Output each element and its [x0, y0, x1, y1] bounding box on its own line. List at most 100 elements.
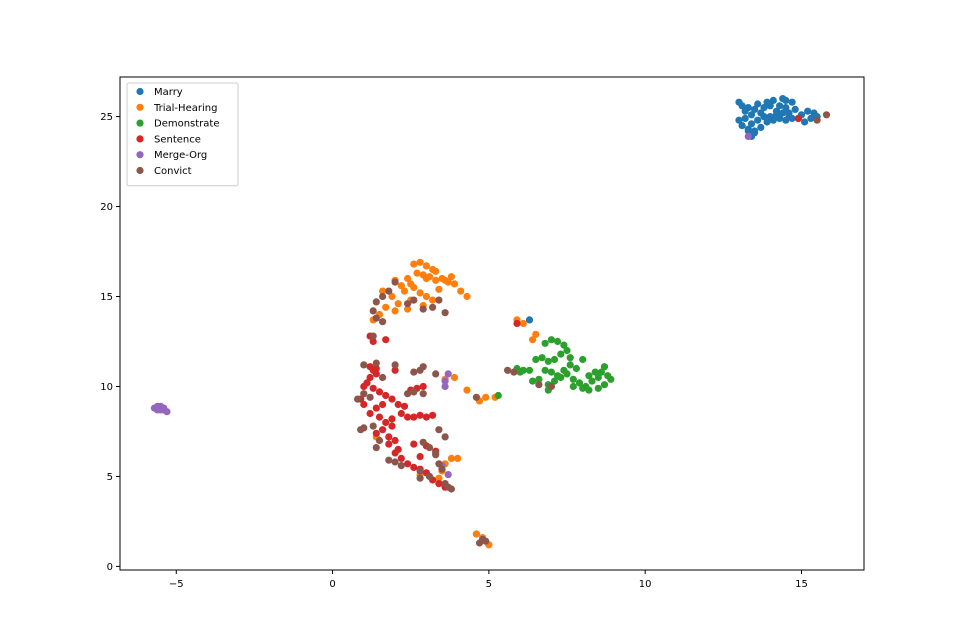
data-point: [435, 474, 443, 482]
data-point: [379, 400, 387, 409]
data-point: [422, 292, 430, 301]
data-point: [547, 382, 556, 391]
data-point: [382, 303, 390, 311]
data-point: [450, 280, 459, 288]
data-point: [416, 411, 424, 419]
data-point: [429, 296, 437, 304]
data-point: [394, 445, 402, 453]
data-point: [741, 114, 749, 122]
data-point: [566, 361, 574, 369]
data-point: [769, 96, 777, 104]
data-point: [419, 363, 427, 371]
legend-box: [126, 82, 239, 187]
data-point: [744, 132, 752, 140]
data-point: [782, 104, 790, 112]
data-point: [547, 368, 556, 376]
data-point: [429, 303, 437, 311]
series-demonstrate: [494, 336, 615, 400]
data-point: [776, 102, 784, 110]
data-point: [769, 116, 777, 124]
data-point: [419, 390, 427, 398]
data-point: [382, 336, 390, 344]
data-point: [585, 386, 593, 394]
data-point: [410, 368, 418, 376]
data-point: [404, 274, 412, 283]
data-point: [379, 426, 387, 434]
y-tick-label: 15: [100, 292, 113, 303]
data-point: [441, 433, 449, 441]
data-point: [375, 436, 384, 445]
data-point: [579, 384, 587, 392]
data-point: [754, 116, 762, 124]
data-point: [400, 287, 409, 295]
data-point: [519, 319, 527, 328]
data-point: [801, 118, 809, 126]
data-point: [385, 287, 393, 295]
data-point: [369, 337, 377, 346]
data-point: [760, 113, 768, 121]
x-tick-label: 10: [639, 579, 652, 590]
data-point: [566, 354, 574, 362]
data-point: [422, 413, 430, 421]
data-point: [757, 123, 765, 131]
data-point: [525, 366, 534, 374]
data-point: [379, 292, 387, 301]
data-point: [600, 381, 609, 389]
data-point: [160, 404, 168, 412]
data-point: [375, 413, 384, 421]
data-point: [416, 289, 424, 297]
legend-marker: [136, 119, 144, 127]
legend-marker: [136, 135, 144, 143]
data-point: [441, 382, 449, 391]
plot-area: −5 0 5 10 15 0 5 10 15 20 25: [100, 76, 865, 590]
data-point: [397, 282, 405, 290]
data-point: [535, 375, 543, 383]
data-point: [457, 287, 465, 295]
legend-item: Trial-Hearing: [136, 103, 217, 114]
data-point: [388, 395, 396, 403]
data-point: [432, 370, 440, 378]
data-point: [538, 354, 546, 362]
data-point: [404, 390, 412, 398]
x-tick-label: 5: [486, 579, 492, 590]
data-point: [394, 300, 402, 308]
data-point: [554, 337, 562, 346]
data-point: [441, 309, 449, 317]
data-point: [360, 361, 368, 369]
data-point: [410, 463, 418, 471]
data-point: [394, 400, 402, 409]
x-axis: −5 0 5 10 15: [169, 570, 808, 590]
data-point: [588, 377, 596, 385]
data-point: [432, 267, 440, 275]
data-point: [435, 426, 443, 434]
data-point: [410, 260, 418, 268]
data-point: [560, 341, 568, 349]
data-point: [416, 474, 424, 482]
data-point: [369, 307, 377, 315]
data-point: [425, 444, 434, 452]
data-point: [747, 111, 756, 119]
data-point: [372, 404, 380, 412]
data-point: [791, 105, 799, 113]
data-point: [529, 377, 537, 385]
data-point: [360, 400, 368, 409]
legend-marker: [136, 151, 144, 159]
series-trial-hearing: [369, 258, 540, 549]
series-sentence: [357, 114, 803, 491]
data-point: [419, 438, 427, 446]
data-point: [438, 465, 446, 473]
data-point: [763, 118, 771, 126]
data-point: [569, 375, 577, 383]
data-point: [472, 393, 480, 401]
data-point: [751, 129, 759, 137]
data-point: [404, 300, 412, 308]
data-point: [379, 373, 387, 382]
data-point: [532, 330, 540, 338]
data-point: [585, 372, 593, 380]
x-tick-label: −5: [169, 579, 184, 590]
legend-label: Marry: [154, 87, 183, 98]
legend-item: Marry: [136, 87, 183, 98]
data-point: [744, 104, 752, 112]
data-point: [444, 471, 452, 479]
